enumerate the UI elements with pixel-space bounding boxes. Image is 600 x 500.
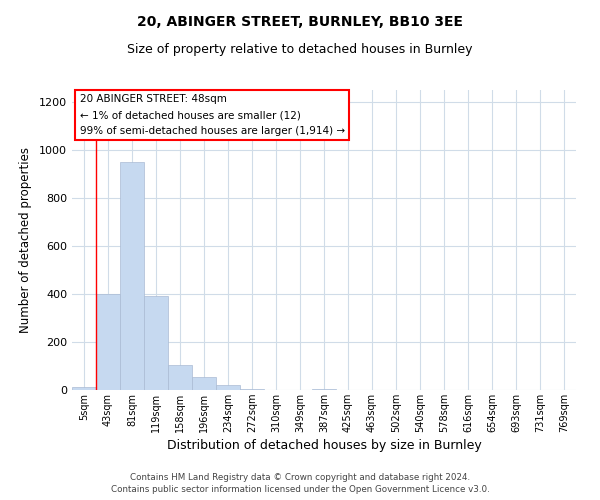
Y-axis label: Number of detached properties: Number of detached properties	[19, 147, 32, 333]
Bar	[72, 387, 96, 390]
Text: 20, ABINGER STREET, BURNLEY, BB10 3EE: 20, ABINGER STREET, BURNLEY, BB10 3EE	[137, 15, 463, 29]
Text: Contains HM Land Registry data © Crown copyright and database right 2024.: Contains HM Land Registry data © Crown c…	[130, 472, 470, 482]
Bar	[120, 162, 144, 390]
Bar	[96, 294, 120, 390]
Text: Size of property relative to detached houses in Burnley: Size of property relative to detached ho…	[127, 42, 473, 56]
Text: 20 ABINGER STREET: 48sqm
← 1% of detached houses are smaller (12)
99% of semi-de: 20 ABINGER STREET: 48sqm ← 1% of detache…	[80, 94, 344, 136]
Bar	[216, 384, 240, 390]
Text: Contains public sector information licensed under the Open Government Licence v3: Contains public sector information licen…	[110, 485, 490, 494]
Bar	[240, 389, 264, 390]
X-axis label: Distribution of detached houses by size in Burnley: Distribution of detached houses by size …	[167, 439, 481, 452]
Bar	[144, 296, 168, 390]
Bar	[192, 377, 216, 390]
Bar	[312, 389, 336, 390]
Bar	[168, 365, 192, 390]
